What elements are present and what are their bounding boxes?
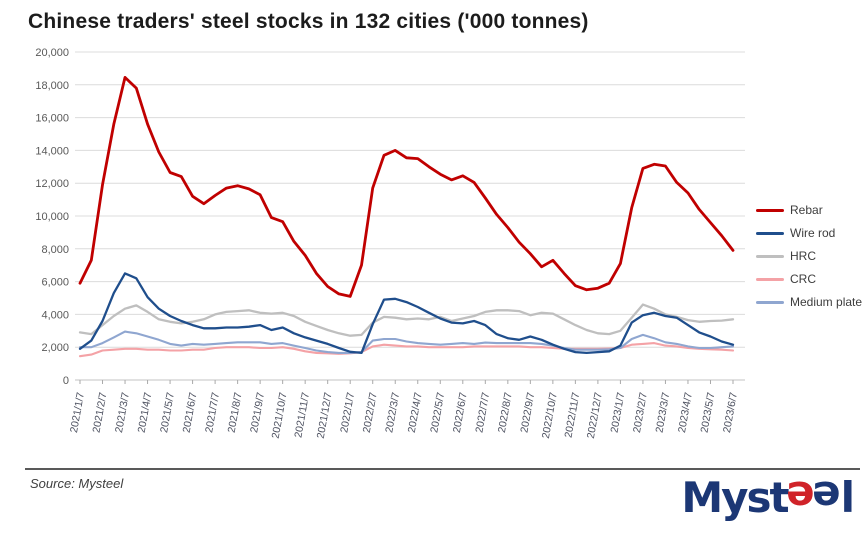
- x-axis-tick-label: 2022/5/7: [428, 391, 447, 433]
- series-line-hrc: [78, 303, 735, 337]
- x-axis-tick-label: 2021/6/7: [181, 391, 200, 433]
- x-axis-tick-label: 2023/3/7: [653, 391, 672, 433]
- y-axis-tick-label: 8,000: [41, 244, 69, 256]
- y-axis-tick-label: 14,000: [35, 145, 69, 157]
- legend-label: CRC: [790, 272, 816, 286]
- chart-title: Chinese traders' steel stocks in 132 cit…: [28, 10, 589, 33]
- logo-text-l: l: [840, 473, 855, 522]
- y-axis-tick-label: 2,000: [41, 342, 69, 354]
- series-line-medium-plate: [78, 330, 735, 354]
- x-axis-tick-label: 2022/11/7: [563, 391, 583, 438]
- line-chart-plot: 0 2,000 4,000 6,000 8,000 10,000 12,000 14,000 1…: [35, 47, 745, 440]
- legend-label: Wire rod: [790, 226, 836, 240]
- x-axis-tick-label: 2023/6/7: [721, 391, 740, 433]
- logo-e-blue-icon: e: [814, 472, 841, 521]
- y-axis-tick-label: 10,000: [35, 211, 69, 223]
- x-axis-tick-label: 2022/4/7: [406, 391, 425, 433]
- mysteel-logo: Mysteel: [681, 472, 855, 521]
- legend-line-swatch: [756, 208, 784, 212]
- x-axis-tick-label: 2021/12/7: [315, 391, 335, 439]
- legend-line-swatch: [756, 254, 784, 258]
- x-axis-tick-label: 2023/1/7: [608, 391, 627, 433]
- logo-text-myst: Myst: [681, 473, 789, 522]
- x-axis-tick-label: 2022/9/7: [518, 391, 537, 433]
- legend-line-swatch: [756, 277, 784, 281]
- source-note: Source: Mysteel: [30, 476, 124, 491]
- x-axis-tick-label: 2022/8/7: [496, 391, 515, 433]
- x-axis-tick-label: 2021/2/7: [91, 391, 110, 433]
- legend-item-medium-plate: Medium plate: [756, 295, 862, 309]
- x-axis-tick-label: 2022/6/7: [451, 391, 470, 433]
- legend-item-hrc: HRC: [756, 249, 862, 263]
- y-axis-tick-label: 4,000: [41, 309, 69, 321]
- legend-item-rebar: Rebar: [756, 203, 862, 217]
- x-axis-tick-label: 2022/10/7: [540, 391, 560, 439]
- x-axis-tick-label: 2021/10/7: [270, 391, 290, 439]
- x-axis-tick-label: 2021/4/7: [136, 391, 155, 433]
- x-axis-tick-label: 2021/7/7: [203, 391, 222, 433]
- x-axis-tick-label: 2023/5/7: [699, 391, 718, 433]
- x-axis-tick-label: 2021/11/7: [292, 391, 312, 438]
- legend-line-swatch: [756, 300, 784, 304]
- y-axis-tick-label: 20,000: [35, 47, 69, 59]
- x-axis-tick-label: 2022/1/7: [338, 391, 357, 433]
- series-line-crc: [78, 342, 735, 358]
- legend-label: Rebar: [790, 203, 823, 217]
- legend-label: HRC: [790, 249, 816, 263]
- legend-label: Medium plate: [790, 295, 863, 309]
- x-axis-tick-label: 2022/3/7: [383, 391, 402, 433]
- x-axis-tick-label: 2021/5/7: [158, 391, 177, 433]
- series-line-wire-rod: [78, 272, 735, 355]
- y-axis-tick-label: 6,000: [41, 277, 69, 289]
- x-axis-tick-label: 2021/9/7: [248, 391, 267, 433]
- y-axis-tick-label: 18,000: [35, 80, 69, 92]
- x-axis-tick-label: 2022/2/7: [361, 391, 380, 433]
- x-axis-tick-label: 2022/12/7: [585, 391, 605, 439]
- logo-e-red-icon: e: [787, 472, 815, 521]
- x-axis-tick-label: 2021/8/7: [226, 391, 245, 433]
- x-axis-tick-label: 2023/2/7: [631, 391, 650, 433]
- legend-line-swatch: [756, 231, 784, 235]
- x-axis-tick-label: 2021/1/7: [68, 391, 87, 433]
- x-axis-tick-label: 2023/4/7: [676, 391, 695, 433]
- y-axis-tick-label: 16,000: [35, 113, 69, 125]
- x-axis-tick-label: 2022/7/7: [473, 391, 492, 433]
- x-axis-tick-label: 2021/3/7: [113, 391, 132, 433]
- legend: Rebar Wire rod HRC CRC Medium plate: [756, 203, 862, 309]
- divider-line: [25, 468, 860, 470]
- y-axis-tick-label: 0: [63, 375, 69, 387]
- series-line-rebar: [78, 76, 735, 298]
- y-axis-tick-label: 12,000: [35, 178, 69, 190]
- legend-item-crc: CRC: [756, 272, 862, 286]
- legend-item-wire-rod: Wire rod: [756, 226, 862, 240]
